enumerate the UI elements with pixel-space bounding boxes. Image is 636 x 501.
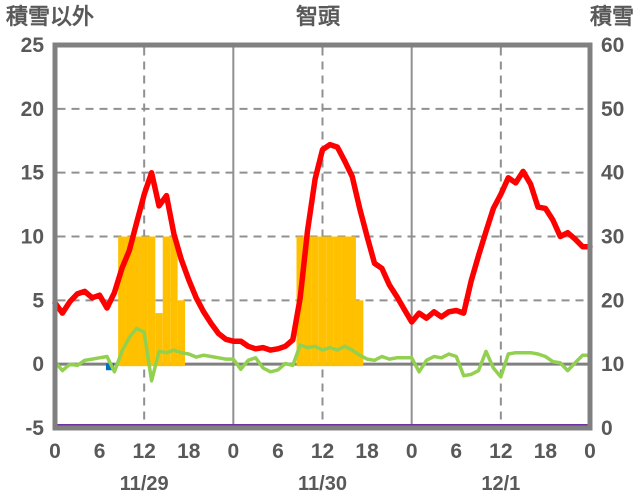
y-left-tick-label: 25	[21, 34, 45, 57]
orange-bars	[341, 236, 349, 367]
orange-bars	[140, 236, 148, 367]
y-right-tick-label: 50	[601, 98, 624, 121]
orange-bars	[326, 236, 334, 367]
x-hour-label: 18	[534, 440, 558, 463]
x-hour-label: 0	[227, 440, 239, 463]
y-right-tick-label: 60	[601, 34, 624, 57]
orange-bars	[155, 313, 163, 367]
green-line	[53, 326, 592, 383]
x-hour-label: 0	[406, 440, 418, 463]
x-hour-label: 12	[311, 440, 334, 463]
x-hour-label: 0	[49, 440, 61, 463]
orange-bars	[177, 300, 186, 367]
x-hour-label: 12	[132, 440, 155, 463]
y-right-tick-label: 10	[601, 353, 624, 376]
y-right-tick-label: 0	[601, 417, 613, 440]
orange-bars	[311, 236, 319, 367]
red-line	[52, 141, 593, 353]
x-hour-label: 18	[177, 440, 201, 463]
orange-bars	[170, 236, 178, 367]
y-right-tick-label: 20	[601, 289, 624, 312]
orange-bars	[303, 236, 312, 367]
orange-bars	[125, 236, 134, 367]
y-left-tick-label: 15	[21, 162, 45, 185]
plot-border	[52, 42, 593, 431]
orange-bars	[348, 236, 356, 367]
x-date-label: 11/30	[298, 473, 347, 495]
y-left-tick-label: -5	[25, 417, 44, 440]
x-hour-label: 6	[272, 440, 284, 463]
y-left-tick-label: 10	[21, 226, 44, 249]
blue-square-marker	[105, 363, 114, 371]
orange-bars	[162, 236, 171, 367]
x-hour-label: 6	[94, 440, 106, 463]
y-right-tick-label: 30	[601, 226, 624, 249]
x-hour-label: 6	[450, 440, 462, 463]
chart-title: 智頭	[295, 4, 340, 29]
orange-bars	[133, 236, 141, 367]
x-date-label: 11/29	[120, 473, 169, 495]
x-hour-label: 12	[489, 440, 512, 463]
orange-bars	[118, 236, 126, 367]
x-date-label: 12/1	[481, 473, 520, 495]
orange-bars	[147, 236, 156, 367]
y-left-tick-label: 0	[32, 353, 44, 376]
orange-bars	[318, 236, 327, 367]
x-hour-label: 0	[584, 440, 596, 463]
left-axis-title: 積雪以外	[6, 4, 95, 29]
orange-bars	[355, 300, 364, 367]
x-hour-label: 18	[355, 440, 379, 463]
orange-bars	[333, 236, 342, 367]
y-left-tick-label: 5	[32, 289, 44, 312]
y-right-tick-label: 40	[601, 162, 624, 185]
right-axis-title: 積雪	[589, 4, 634, 29]
y-left-tick-label: 20	[21, 98, 44, 121]
